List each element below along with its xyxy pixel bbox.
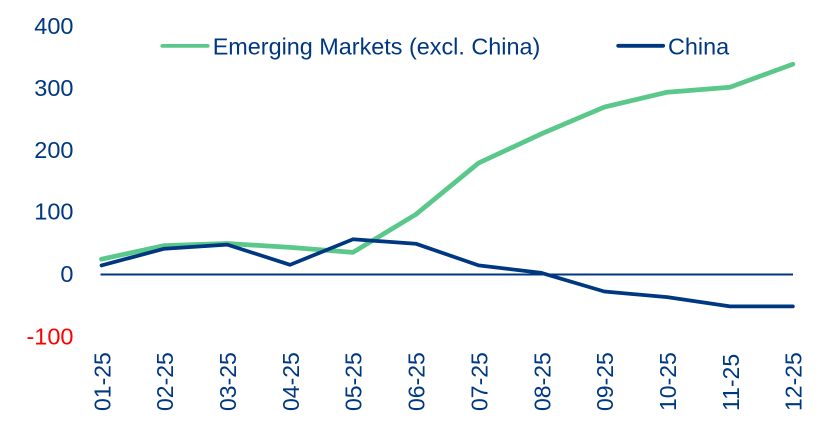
svg-text:04-25: 04-25 xyxy=(278,352,304,411)
svg-text:06-25: 06-25 xyxy=(404,352,430,411)
svg-text:200: 200 xyxy=(34,137,73,163)
svg-text:400: 400 xyxy=(34,13,73,39)
svg-text:100: 100 xyxy=(34,199,73,225)
svg-text:10-25: 10-25 xyxy=(655,352,681,411)
svg-text:11-25: 11-25 xyxy=(718,354,744,411)
svg-text:300: 300 xyxy=(34,75,73,101)
svg-text:02-25: 02-25 xyxy=(152,352,178,411)
svg-text:03-25: 03-25 xyxy=(215,352,241,411)
svg-text:Emerging Markets (excl. China): Emerging Markets (excl. China) xyxy=(213,33,541,59)
svg-text:0: 0 xyxy=(60,261,73,287)
svg-text:China: China xyxy=(668,33,730,59)
svg-text:08-25: 08-25 xyxy=(529,352,555,411)
svg-text:01-25: 01-25 xyxy=(89,352,115,411)
svg-text:07-25: 07-25 xyxy=(466,352,492,411)
svg-text:05-25: 05-25 xyxy=(341,352,367,411)
svg-text:12-25: 12-25 xyxy=(781,352,807,411)
svg-text:-100: -100 xyxy=(26,324,73,350)
svg-text:09-25: 09-25 xyxy=(592,352,618,411)
